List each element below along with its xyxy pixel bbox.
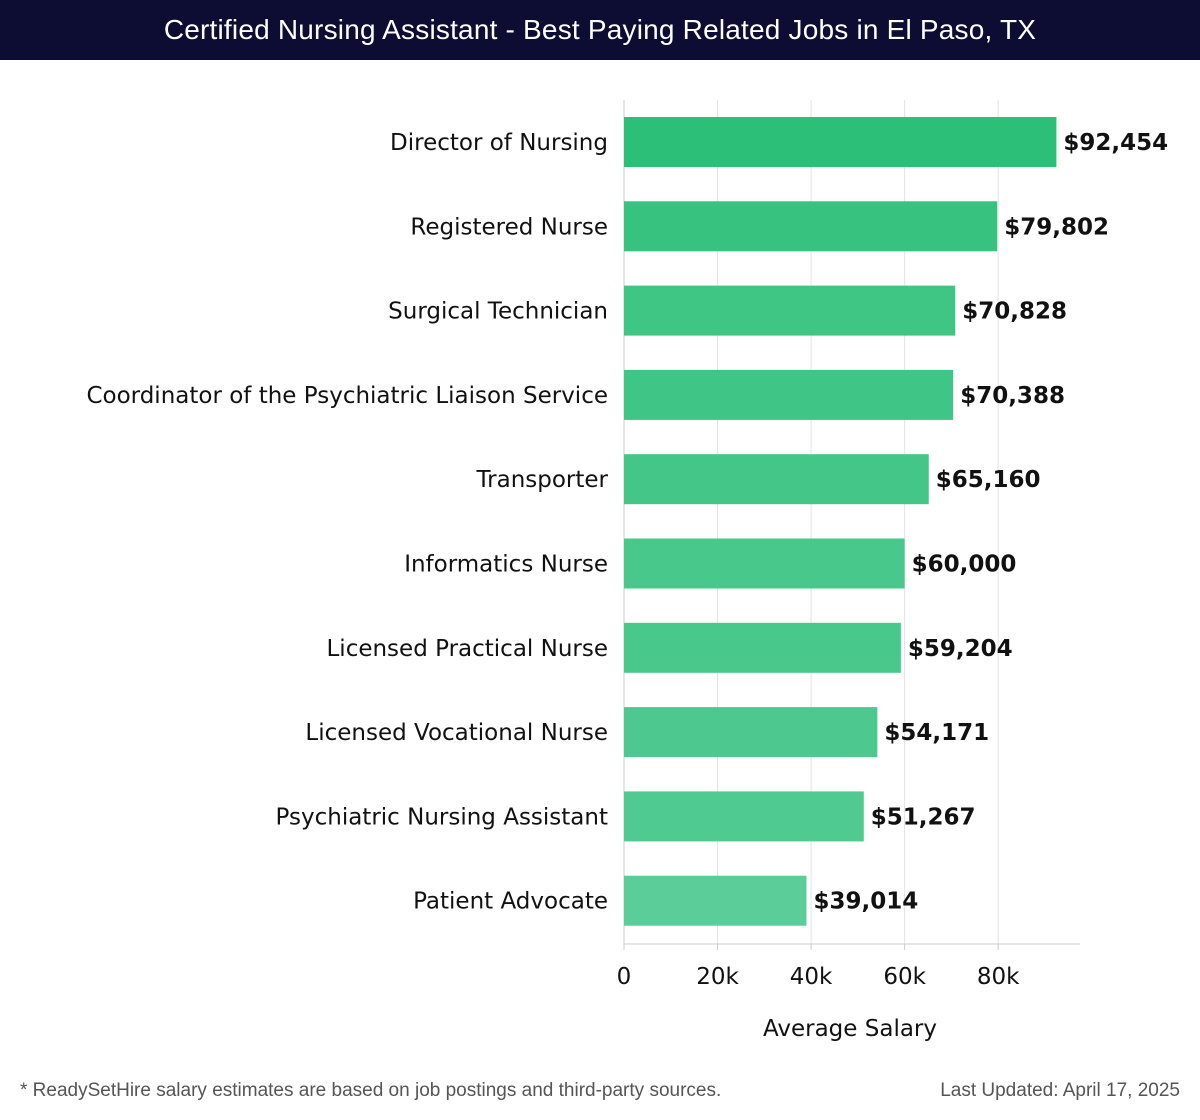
bar-2 [624, 201, 998, 252]
bar-3 [624, 285, 956, 336]
category-label: Coordinator of the Psychiatric Liaison S… [86, 383, 608, 409]
category-label: Psychiatric Nursing Assistant [276, 804, 608, 830]
value-label: $39,014 [813, 889, 918, 915]
value-label: $92,454 [1063, 130, 1168, 156]
category-label: Licensed Practical Nurse [326, 636, 608, 662]
category-label: Licensed Vocational Nurse [305, 720, 608, 746]
bar-4 [624, 369, 954, 420]
bar-5 [624, 454, 929, 505]
bar-7 [624, 622, 901, 673]
x-tick-label: 60k [883, 964, 926, 990]
title-bar: Certified Nursing Assistant - Best Payin… [0, 0, 1200, 60]
bar-1 [624, 117, 1057, 167]
bar-8 [624, 707, 878, 758]
last-updated: Last Updated: April 17, 2025 [940, 1080, 1180, 1101]
value-label: $59,204 [908, 636, 1013, 662]
value-label: $65,160 [936, 467, 1041, 493]
bar-6 [624, 538, 905, 589]
category-label: Informatics Nurse [404, 552, 608, 578]
x-axis-label: Average Salary [763, 1016, 937, 1042]
x-tick-label: 0 [617, 964, 632, 990]
category-label: Transporter [475, 467, 608, 493]
bar-9 [624, 791, 864, 842]
category-label: Director of Nursing [390, 130, 608, 156]
x-tick-label: 20k [696, 964, 739, 990]
x-tick-label: 40k [790, 964, 833, 990]
bar-10 [624, 875, 807, 926]
chart-title: Certified Nursing Assistant - Best Payin… [163, 14, 1037, 45]
category-label: Registered Nurse [410, 214, 608, 240]
value-label: $60,000 [912, 552, 1017, 578]
value-label: $79,802 [1004, 214, 1109, 240]
footer-note: * ReadySetHire salary estimates are base… [20, 1080, 722, 1101]
category-label: Surgical Technician [388, 299, 608, 325]
value-label: $54,171 [884, 720, 989, 746]
x-tick-label: 80k [977, 964, 1020, 990]
category-label: Patient Advocate [413, 889, 608, 915]
value-label: $70,828 [962, 299, 1067, 325]
value-label: $70,388 [960, 383, 1065, 409]
value-label: $51,267 [871, 804, 976, 830]
